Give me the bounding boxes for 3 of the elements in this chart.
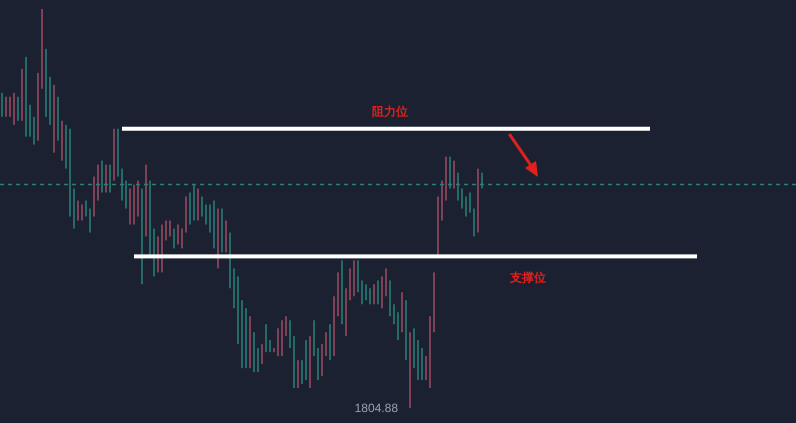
ref-line-label: 阻力位 — [372, 104, 408, 119]
annotation: 1804.88 — [354, 401, 398, 415]
ref-line-label: 支撑位 — [509, 270, 546, 284]
